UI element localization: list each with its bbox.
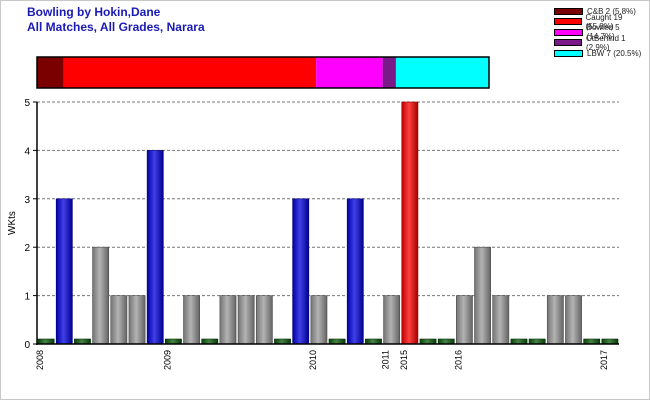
bar	[565, 295, 582, 345]
legend-label: Bowled 5 (14.7%)	[586, 23, 620, 42]
y-tick-label: 5	[24, 98, 30, 109]
legend: C&B 2 (5.8%) Caught 19 (55.8%) Bowled 5 …	[554, 6, 649, 59]
legend-item: C&B 2 (5.8%)	[554, 6, 649, 17]
bar	[492, 295, 510, 345]
legend-swatch	[554, 39, 583, 47]
y-axis-label: WKts	[7, 211, 18, 235]
legend-swatch	[554, 7, 583, 15]
bar	[292, 198, 310, 345]
bar	[92, 246, 110, 345]
y-tick-label: 1	[24, 292, 30, 303]
bar	[456, 295, 473, 345]
legend-item: CtBehind 1 (2.9%)	[554, 34, 649, 52]
legend-item: Bowled 5 (14.7%)	[554, 23, 649, 41]
bar	[128, 295, 146, 345]
x-tick-label: 2008	[35, 350, 45, 370]
y-tick-label: 3	[24, 195, 30, 206]
bar	[310, 295, 328, 345]
bar	[183, 295, 200, 345]
bar	[110, 295, 128, 345]
bar	[546, 295, 564, 345]
legend-swatch	[554, 49, 583, 57]
legend-label: CtBehind 1 (2.9%)	[586, 33, 626, 52]
x-tick-label: 2017	[599, 350, 609, 370]
bar	[474, 246, 491, 345]
x-tick-label: 2015	[399, 350, 409, 370]
bar	[401, 101, 419, 345]
stacked-segment	[395, 57, 489, 88]
legend-swatch	[554, 28, 583, 36]
x-tick-label: 2011	[381, 350, 391, 369]
bar	[383, 295, 401, 345]
y-tick-label: 0	[24, 340, 30, 351]
bar	[346, 198, 364, 345]
legend-swatch	[554, 18, 582, 26]
legend-item: LBW 7 (20.5%)	[554, 48, 649, 59]
legend-item: Caught 19 (55.8%)	[554, 13, 649, 31]
legend-label: Caught 19 (55.8%)	[585, 12, 623, 31]
chart-subtitle: All Matches, All Grades, Narara	[27, 20, 205, 34]
stacked-bar-border	[36, 56, 490, 89]
bar	[146, 150, 164, 345]
stacked-segment	[382, 57, 396, 88]
chart-title: Bowling by Hokin,Dane	[27, 5, 161, 19]
bar	[55, 198, 73, 345]
stacked-segment	[63, 57, 317, 88]
y-tick-label: 2	[24, 243, 30, 254]
bar	[255, 295, 273, 345]
stacked-segment	[37, 57, 64, 88]
legend-label: C&B 2 (5.8%)	[587, 6, 636, 16]
legend-label: LBW 7 (20.5%)	[587, 48, 642, 58]
stacked-segment	[316, 57, 383, 88]
x-tick-label: 2016	[453, 350, 463, 370]
y-tick-label: 4	[24, 146, 30, 157]
bar	[237, 295, 255, 345]
x-tick-label: 2009	[162, 350, 172, 370]
bar	[219, 295, 237, 345]
x-tick-label: 2010	[308, 350, 318, 370]
